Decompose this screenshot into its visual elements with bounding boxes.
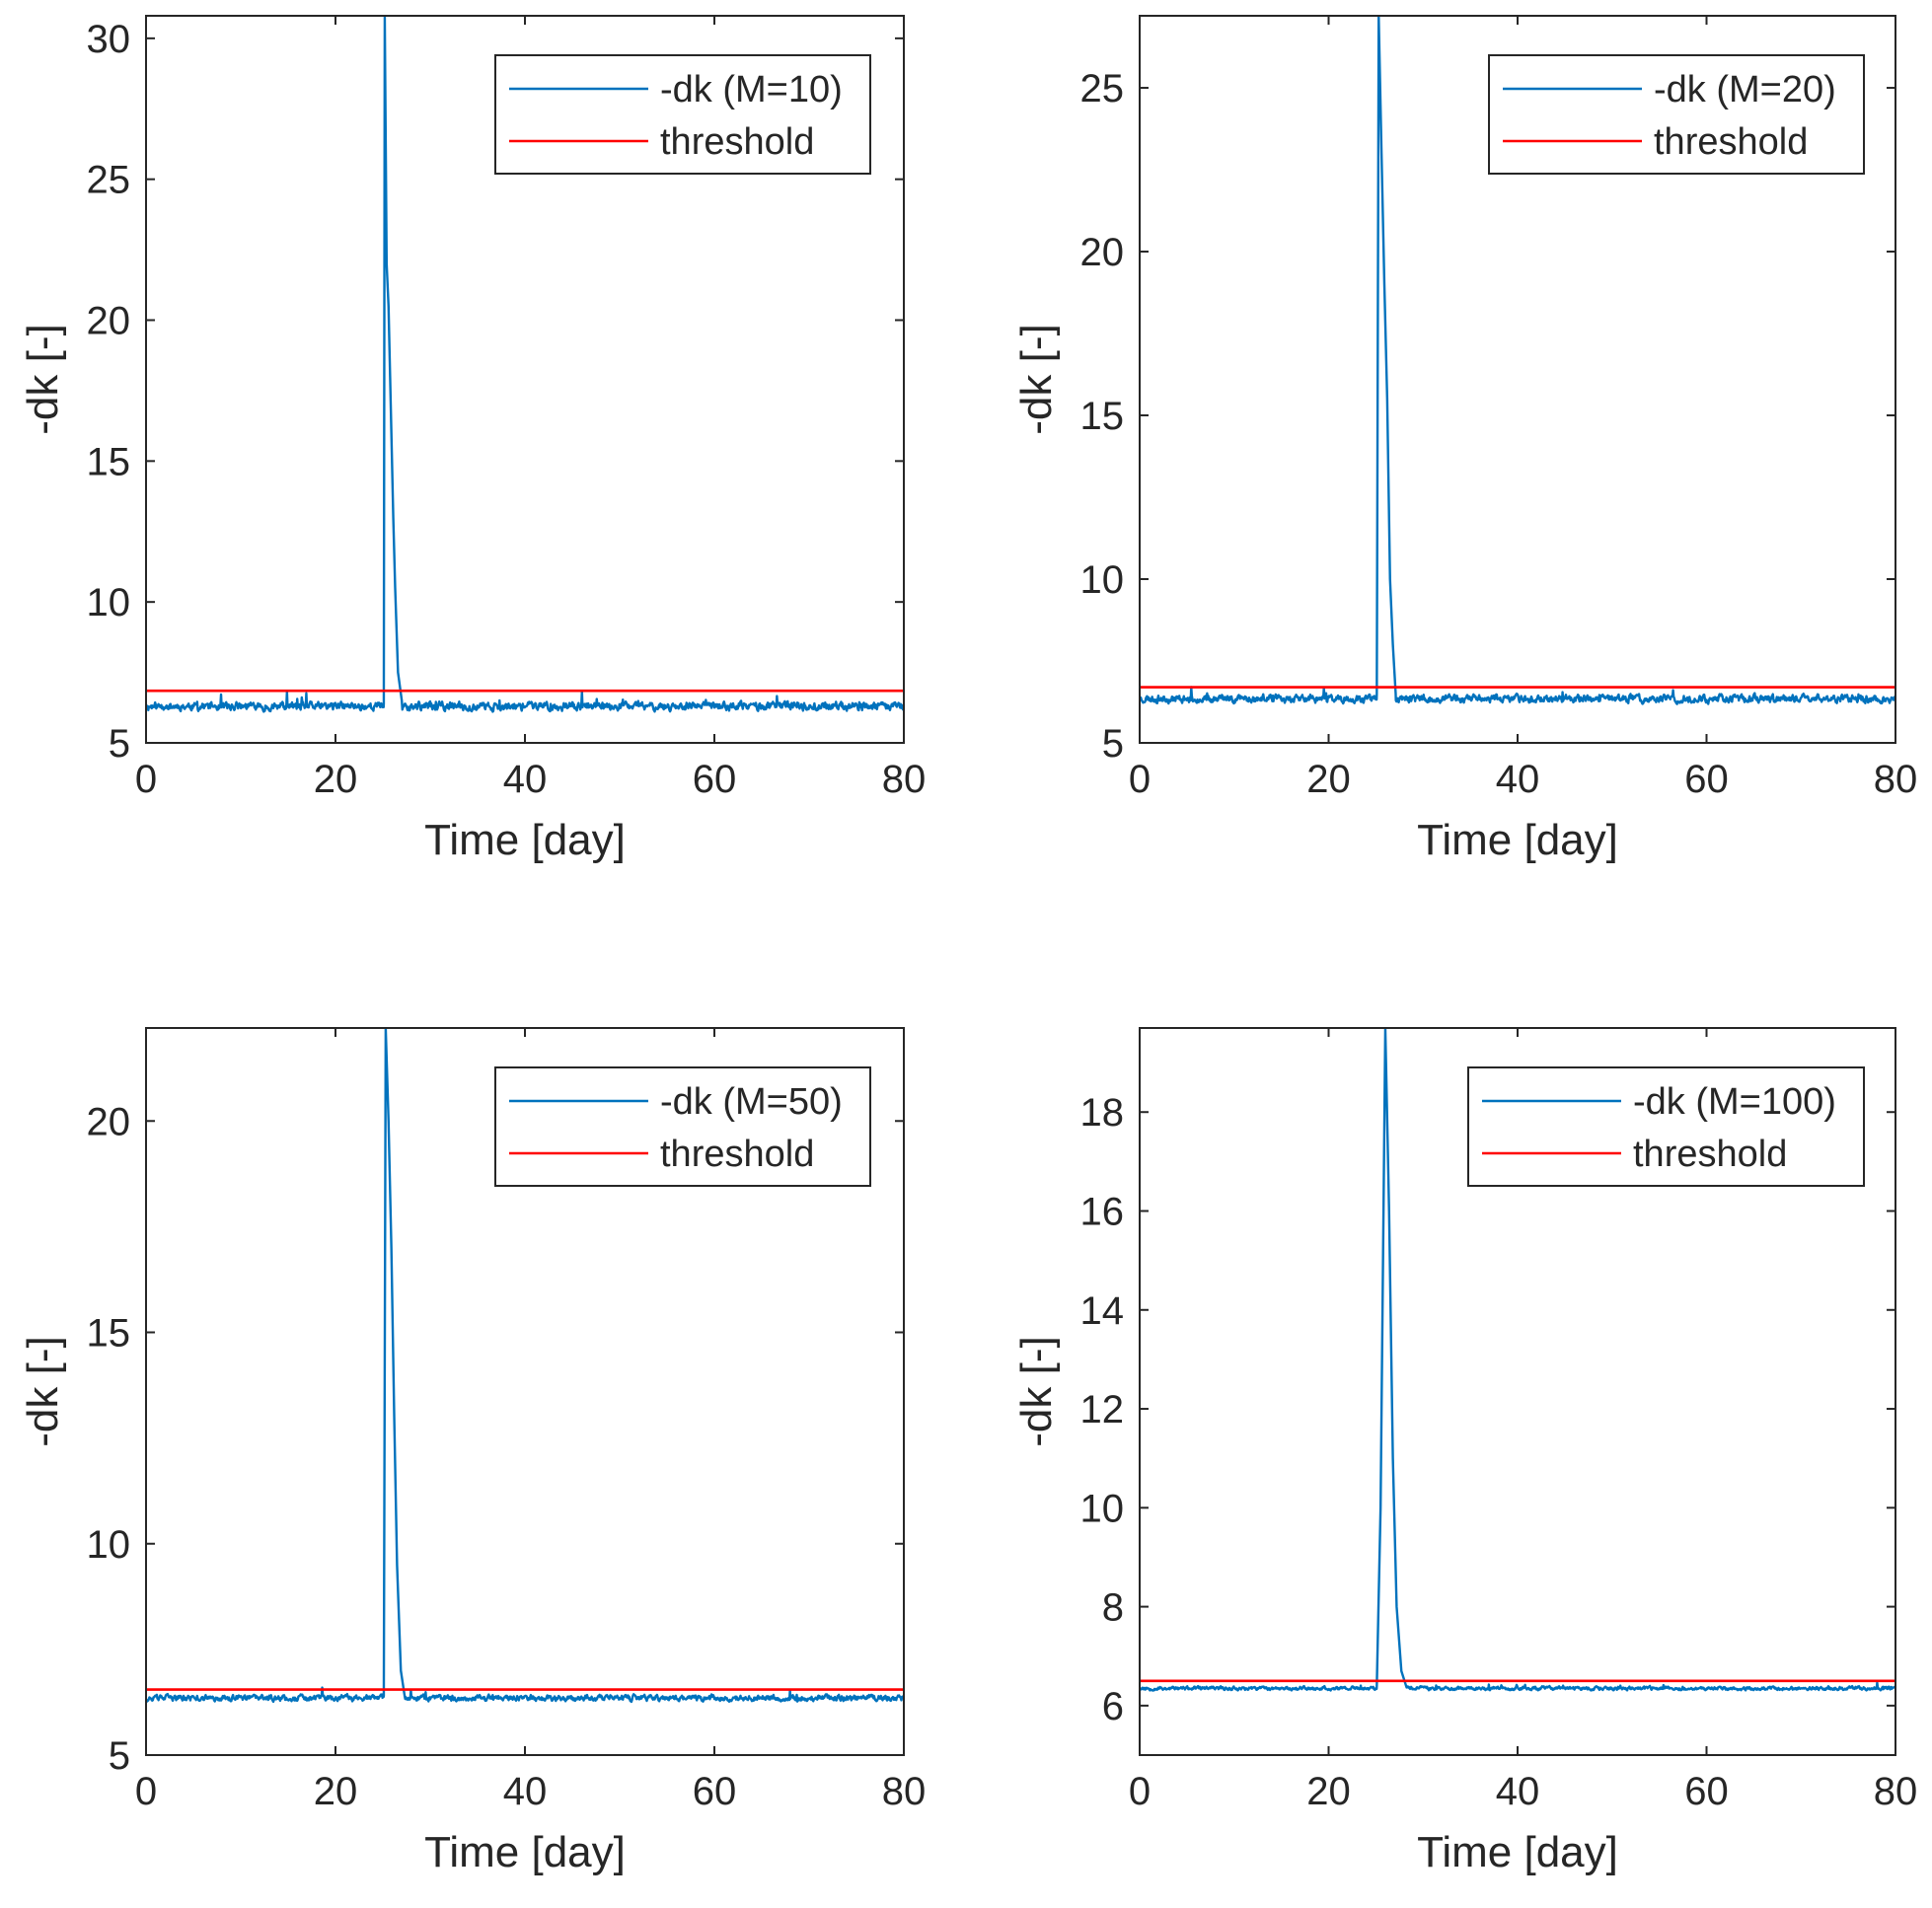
signal-line bbox=[1140, 1028, 1895, 1692]
y-tick-label: 16 bbox=[1080, 1191, 1125, 1234]
x-tick-label: 40 bbox=[503, 758, 548, 801]
y-tick-label: 12 bbox=[1080, 1388, 1125, 1431]
y-tick-label: 30 bbox=[87, 18, 131, 61]
y-tick-label: 20 bbox=[87, 1100, 131, 1143]
x-tick-label: 0 bbox=[135, 758, 157, 801]
x-tick-label: 60 bbox=[693, 1770, 737, 1813]
x-tick-label: 0 bbox=[1129, 758, 1151, 801]
x-tick-label: 40 bbox=[503, 1770, 548, 1813]
legend: -dk (M=50) threshold bbox=[494, 1066, 871, 1187]
x-tick-label: 80 bbox=[1874, 758, 1918, 801]
y-tick-label: 6 bbox=[1102, 1685, 1124, 1728]
x-tick-label: 40 bbox=[1496, 758, 1540, 801]
x-tick-label: 60 bbox=[693, 758, 737, 801]
y-axis-label: -dk [-] bbox=[1012, 324, 1061, 434]
signal-line bbox=[1140, 16, 1895, 705]
x-axis-label: Time [day] bbox=[1417, 1828, 1618, 1876]
x-tick-label: 20 bbox=[1306, 1770, 1351, 1813]
x-tick-label: 80 bbox=[882, 1770, 927, 1813]
legend-label: threshold bbox=[1654, 121, 1808, 163]
y-axis-label: -dk [-] bbox=[19, 1336, 67, 1446]
y-tick-label: 10 bbox=[87, 1523, 131, 1567]
x-tick-label: 80 bbox=[1874, 1770, 1918, 1813]
x-axis-label: Time [day] bbox=[424, 1828, 626, 1876]
y-axis-label: -dk [-] bbox=[1012, 1336, 1061, 1446]
y-tick-label: 18 bbox=[1080, 1091, 1125, 1135]
legend-box bbox=[494, 1066, 871, 1187]
chart-panel-2: 0 20 40 60 80 5 10 15 20 25 Time [day] -dk [-] -dk (… bbox=[1012, 15, 1918, 864]
signal-line bbox=[146, 16, 904, 713]
y-tick-label: 10 bbox=[1080, 558, 1125, 602]
x-tick-label: 60 bbox=[1684, 1770, 1729, 1813]
x-tick-label: 40 bbox=[1496, 1770, 1540, 1813]
chart-panel-4: 0 20 40 60 80 6 8 10 12 14 16 18 Time [day] -dk [-] -d… bbox=[1012, 1027, 1918, 1876]
chart-panel-1: 0 20 40 60 80 5 10 15 20 25 30 Time [day] -dk [-] -dk… bbox=[19, 15, 927, 864]
legend-label: -dk (M=20) bbox=[1654, 69, 1836, 110]
legend-label: threshold bbox=[1633, 1134, 1787, 1175]
legend-label: -dk (M=50) bbox=[660, 1081, 843, 1123]
chart-panel-3: 0 20 40 60 80 5 10 15 20 Time [day] -dk [-] -dk (M=… bbox=[19, 1027, 927, 1876]
y-tick-label: 14 bbox=[1080, 1289, 1125, 1333]
y-tick-label: 20 bbox=[1080, 231, 1125, 274]
x-tick-label: 60 bbox=[1684, 758, 1729, 801]
y-tick-label: 25 bbox=[87, 159, 131, 202]
x-axis-label: Time [day] bbox=[424, 816, 626, 864]
x-tick-label: 80 bbox=[882, 758, 927, 801]
legend-box bbox=[494, 54, 871, 175]
y-tick-label: 8 bbox=[1102, 1586, 1124, 1630]
legend-box bbox=[1467, 1066, 1865, 1187]
legend-label: -dk (M=100) bbox=[1633, 1081, 1836, 1123]
signal-line bbox=[146, 1028, 904, 1704]
legend-box bbox=[1488, 54, 1865, 175]
y-tick-label: 10 bbox=[1080, 1487, 1125, 1530]
y-tick-label: 25 bbox=[1080, 67, 1125, 110]
legend-label: -dk (M=10) bbox=[660, 69, 843, 110]
y-tick-label: 10 bbox=[87, 581, 131, 624]
legend: -dk (M=100) threshold bbox=[1467, 1066, 1865, 1187]
y-tick-label: 5 bbox=[109, 722, 130, 766]
x-tick-label: 0 bbox=[135, 1770, 157, 1813]
legend: -dk (M=20) threshold bbox=[1488, 54, 1865, 175]
x-tick-label: 20 bbox=[1306, 758, 1351, 801]
y-tick-label: 5 bbox=[1102, 722, 1124, 766]
legend-label: threshold bbox=[660, 121, 814, 163]
x-tick-label: 0 bbox=[1129, 1770, 1151, 1813]
y-tick-label: 5 bbox=[109, 1734, 130, 1778]
legend-label: threshold bbox=[660, 1134, 814, 1175]
x-tick-label: 20 bbox=[314, 1770, 358, 1813]
x-axis-label: Time [day] bbox=[1417, 816, 1618, 864]
x-tick-label: 20 bbox=[314, 758, 358, 801]
y-axis-label: -dk [-] bbox=[19, 324, 67, 434]
y-tick-label: 15 bbox=[1080, 395, 1125, 438]
y-tick-label: 15 bbox=[87, 1312, 131, 1356]
y-tick-label: 20 bbox=[87, 300, 131, 343]
legend: -dk (M=10) threshold bbox=[494, 54, 871, 175]
y-tick-label: 15 bbox=[87, 440, 131, 483]
